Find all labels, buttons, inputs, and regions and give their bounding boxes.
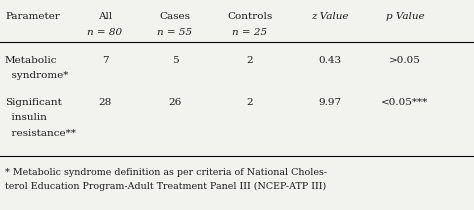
Text: n = 80: n = 80 bbox=[87, 28, 123, 37]
Text: <0.05***: <0.05*** bbox=[382, 98, 428, 107]
Text: >0.05: >0.05 bbox=[389, 56, 421, 65]
Text: z Value: z Value bbox=[311, 12, 349, 21]
Text: Cases: Cases bbox=[159, 12, 191, 21]
Text: 7: 7 bbox=[102, 56, 109, 65]
Text: Parameter: Parameter bbox=[5, 12, 60, 21]
Text: terol Education Program-Adult Treatment Panel III (NCEP-ATP III): terol Education Program-Adult Treatment … bbox=[5, 182, 326, 191]
Text: n = 25: n = 25 bbox=[232, 28, 267, 37]
Text: Metabolic: Metabolic bbox=[5, 56, 57, 65]
Text: insulin: insulin bbox=[5, 113, 47, 122]
Text: 9.97: 9.97 bbox=[319, 98, 342, 107]
Text: p Value: p Value bbox=[386, 12, 424, 21]
Text: syndrome*: syndrome* bbox=[5, 71, 68, 80]
Text: All: All bbox=[98, 12, 112, 21]
Text: 28: 28 bbox=[99, 98, 111, 107]
Text: 0.43: 0.43 bbox=[319, 56, 342, 65]
Text: 5: 5 bbox=[172, 56, 178, 65]
Text: resistance**: resistance** bbox=[5, 129, 76, 138]
Text: Controls: Controls bbox=[228, 12, 273, 21]
Text: Significant: Significant bbox=[5, 98, 62, 107]
Text: 26: 26 bbox=[168, 98, 182, 107]
Text: * Metabolic syndrome definition as per criteria of National Choles-: * Metabolic syndrome definition as per c… bbox=[5, 168, 327, 177]
Text: 2: 2 bbox=[246, 98, 253, 107]
Text: n = 55: n = 55 bbox=[157, 28, 192, 37]
Text: 2: 2 bbox=[246, 56, 253, 65]
